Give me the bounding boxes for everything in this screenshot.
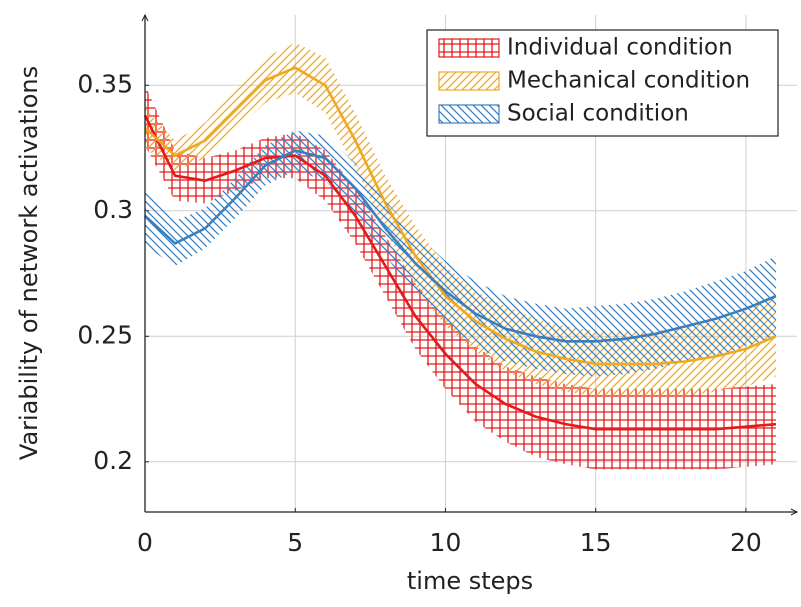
- y-axis-arrow: [141, 13, 149, 22]
- y-tick-label: 0.25: [77, 320, 133, 349]
- x-tick-label: 20: [730, 528, 762, 557]
- y-tick-label: 0.3: [93, 195, 133, 224]
- x-axis-arrow: [790, 508, 799, 516]
- x-tick-label: 10: [430, 528, 462, 557]
- legend-swatch: [438, 71, 500, 91]
- x-tick-label: 0: [137, 528, 153, 557]
- y-tick-label: 0.2: [93, 446, 133, 475]
- line: [143, 114, 777, 431]
- y-tick-label: 0.35: [77, 69, 133, 98]
- error-band: [145, 130, 776, 377]
- legend-label: Mechanical condition: [507, 68, 750, 94]
- error-band: [145, 85, 776, 470]
- x-tick-label: 15: [580, 528, 612, 557]
- line: [144, 66, 777, 366]
- legend-label: Individual condition: [507, 35, 733, 61]
- x-tick-label: 5: [287, 528, 303, 557]
- legend-swatch: [438, 104, 500, 124]
- x-axis-label: time steps: [407, 567, 533, 595]
- legend-label: Social condition: [507, 101, 689, 127]
- y-axis-label: Variability of network activations: [15, 66, 43, 460]
- legend-swatch: [438, 38, 500, 58]
- line: [144, 149, 777, 343]
